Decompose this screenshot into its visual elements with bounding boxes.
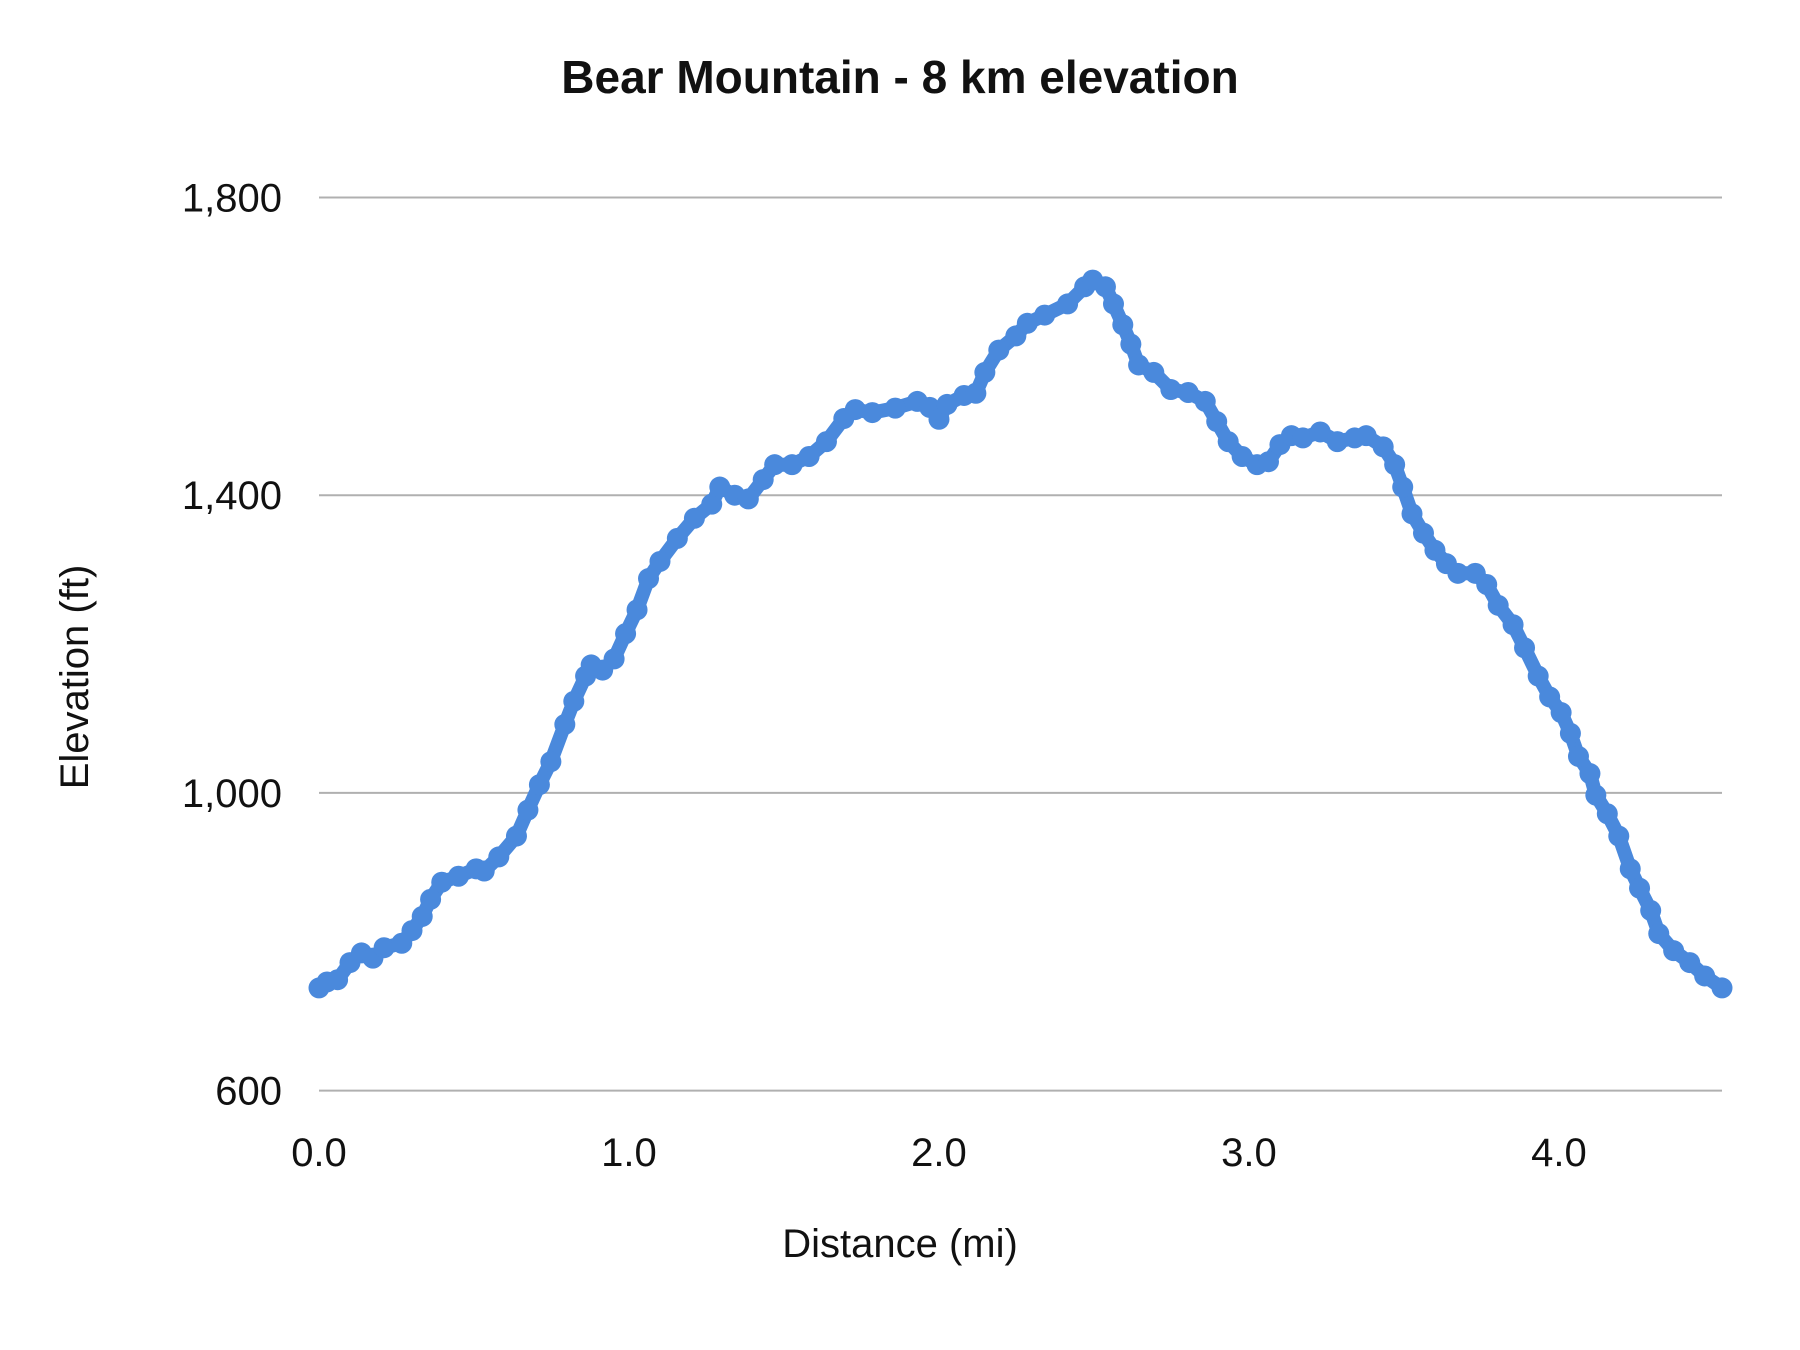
data-point [861,402,883,424]
data-point [974,361,996,383]
data-point [683,507,705,529]
data-point [1392,476,1414,498]
data-point [1257,451,1279,473]
data-point [373,937,395,959]
data-point [1412,522,1434,544]
data-point [1539,686,1561,708]
data-point [1629,877,1651,899]
data-point [1585,784,1607,806]
data-point [1292,427,1314,449]
data-point [1640,899,1662,921]
data-point [473,860,495,882]
data-point [752,469,774,491]
data-point [563,690,585,712]
data-point [666,527,688,549]
data-point [1120,333,1142,355]
data-point [1648,923,1670,945]
y-tick-label: 600 [215,1070,282,1114]
data-point [327,969,349,991]
data-point [1143,361,1165,383]
data-point [764,454,786,476]
x-tick-label: 4.0 [1531,1131,1587,1175]
data-point [1527,665,1549,687]
x-tick-label: 0.0 [291,1131,347,1175]
data-point [603,648,625,670]
data-point [1112,314,1134,336]
data-point [1102,293,1124,315]
data-point [1160,379,1182,401]
data-point [1372,436,1394,458]
data-point [1355,425,1377,447]
data-point [420,888,442,910]
data-point [936,393,958,415]
data-point [1057,293,1079,315]
data-point [1502,614,1524,636]
data-point [1608,825,1630,847]
data-point [1694,965,1716,987]
data-point [1559,722,1581,744]
data-point [1596,803,1618,825]
data-point [649,550,671,572]
data-point [1476,574,1498,596]
gridlines [319,196,1722,1092]
data-point [737,488,759,510]
data-point [701,493,723,515]
data-point [1550,702,1572,724]
data-point [1567,745,1589,767]
data-point [638,568,660,590]
data-point [1679,952,1701,974]
data-point [1016,312,1038,334]
data-point [1217,431,1239,453]
x-tick-label: 3.0 [1221,1131,1277,1175]
data-point [1206,411,1228,433]
data-point [1447,562,1469,584]
x-tick-label: 2.0 [911,1131,967,1175]
data-point [431,871,453,893]
data-point [1326,431,1348,453]
data-point [528,774,550,796]
data-point [798,445,820,467]
y-tick-label: 1,000 [182,772,282,816]
x-axis-ticks: 0.0 1.0 2.0 3.0 4.0 [291,1131,1587,1175]
elevation-series [308,269,1733,999]
y-tick-label: 1,400 [182,474,282,518]
data-point [1177,381,1199,403]
data-point [781,454,803,476]
data-point [1711,977,1733,999]
data-point [615,623,637,645]
data-point [1034,304,1056,326]
data-point [505,825,527,847]
data-point [447,865,469,887]
x-axis-title: Distance (mi) [782,1222,1018,1266]
data-point [554,713,576,735]
data-point [1619,858,1641,880]
data-point [965,382,987,404]
data-point [1514,637,1536,659]
data-point [626,599,648,621]
data-point [1094,276,1116,298]
data-point [1401,503,1423,525]
data-point [540,751,562,773]
data-point [1487,594,1509,616]
data-point [1309,421,1331,443]
data-point [815,431,837,453]
data-point [1384,454,1406,476]
data-point [488,846,510,868]
data-point [988,339,1010,361]
data-point [1579,763,1601,785]
y-axis-title: Elevation (ft) [53,565,97,790]
data-point [411,905,433,927]
chart-title: Bear Mountain - 8 km elevation [561,51,1238,103]
y-tick-label: 1,800 [182,177,282,221]
data-point [1663,940,1685,962]
data-point [1194,390,1216,412]
data-point [844,399,866,421]
data-point [884,397,906,419]
data-point [517,799,539,821]
x-tick-label: 1.0 [601,1131,657,1175]
y-axis-ticks: 600 1,000 1,400 1,800 [182,177,282,1114]
